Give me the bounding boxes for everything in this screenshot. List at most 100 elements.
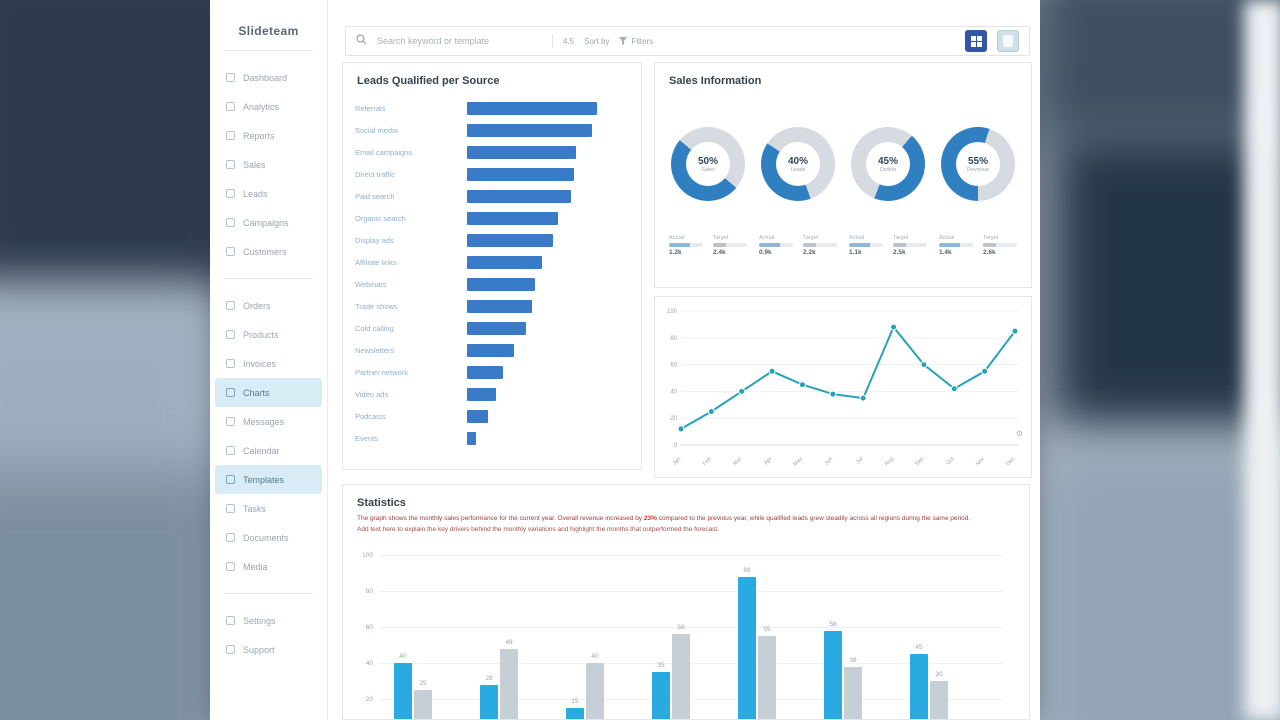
sidebar-item-reports[interactable]: Reports	[210, 121, 327, 150]
hbar-label: Email campaigns	[355, 147, 413, 157]
line-point	[890, 323, 898, 331]
donut-value: 55%	[967, 155, 988, 167]
menu-item-icon	[226, 102, 235, 111]
hbar-bar	[467, 145, 577, 159]
x-tick-label: Sep	[914, 456, 925, 467]
line-point	[768, 367, 776, 375]
donut-hole	[686, 142, 730, 186]
filters-label: Filters	[631, 36, 654, 46]
legend-item: Actual 1.2k	[669, 235, 703, 256]
sidebar-item-products[interactable]: Products	[210, 320, 327, 349]
toggle-knob	[1003, 35, 1013, 47]
x-tick-label: Jan	[672, 456, 683, 467]
donut-center: 45% Orders	[851, 127, 925, 201]
sidebar-item-calendar[interactable]: Calendar	[210, 436, 327, 465]
menu-item-icon	[226, 562, 235, 571]
sidebar-item-messages[interactable]: Messages	[210, 407, 327, 436]
sidebar-item-sales[interactable]: Sales	[210, 150, 327, 179]
chart-options-icon[interactable]: ⚙	[1015, 429, 1023, 438]
hbar-row: Direct traffic	[343, 163, 641, 185]
sidebar-item-leads[interactable]: Leads	[210, 179, 327, 208]
menu-item-icon	[226, 73, 235, 82]
hbar-bar	[467, 233, 553, 247]
hbar-bar	[467, 409, 488, 423]
view-toggle-button[interactable]	[997, 30, 1019, 52]
sidebar-item-settings[interactable]: Settings	[210, 606, 327, 635]
vbar-value-label: 40	[591, 653, 599, 660]
donut-hole	[956, 142, 1000, 186]
line-point	[1011, 327, 1019, 335]
sidebar-item-label: Campaigns	[243, 217, 289, 228]
sidebar-item-label: Reports	[243, 130, 275, 141]
sidebar-item-documents[interactable]: Documents	[210, 523, 327, 552]
legend-value: 2.6k	[983, 249, 996, 256]
hbar-track	[467, 343, 597, 357]
stats-paragraph: The graph shows the monthly sales perfor…	[357, 515, 971, 522]
donut-hole	[776, 142, 820, 186]
vbar-bar-actual	[480, 684, 498, 719]
sidebar-item-media[interactable]: Media	[210, 552, 327, 581]
donut-legend: Actual 0.9k Target 2.2k	[759, 235, 837, 256]
sidebar-item-label: Media	[243, 561, 268, 572]
sidebar-item-invoices[interactable]: Invoices	[210, 349, 327, 378]
sidebar-item-analytics[interactable]: Analytics	[210, 92, 327, 121]
sidebar-item-label: Templates	[243, 474, 285, 485]
sidebar-item-label: Support	[243, 644, 275, 655]
line-point	[920, 361, 928, 369]
sidebar-item-orders[interactable]: Orders	[210, 291, 327, 320]
hbar-label: Cold calling	[355, 323, 394, 333]
sidebar-item-charts[interactable]: Charts	[215, 378, 322, 407]
apps-button[interactable]	[965, 30, 987, 52]
sidebar-item-support[interactable]: Support	[210, 635, 327, 664]
sidebar-item-label: Tasks	[243, 503, 267, 514]
legend-item: Target 2.6k	[983, 235, 1017, 256]
sidebar-item-templates[interactable]: Templates	[215, 465, 322, 494]
sidebar-item-tasks[interactable]: Tasks	[210, 494, 327, 523]
sidebar-item-customers[interactable]: Customers	[210, 237, 327, 266]
stats-panel: Statistics The graph shows the monthly s…	[342, 484, 1030, 720]
hbar-label: Webinars	[355, 279, 387, 289]
hbar-row: Events	[343, 427, 641, 449]
vbar-value-label: 55	[763, 626, 771, 633]
sidebar-item-label: Settings	[243, 615, 276, 626]
gridline	[379, 555, 1003, 556]
background-blur	[1244, 0, 1280, 720]
donut-legend: Actual 1.4k Target 2.6k	[939, 235, 1017, 256]
vbar-bar-target	[758, 636, 776, 719]
line-point	[707, 408, 715, 415]
sidebar-item-label: Documents	[243, 532, 289, 543]
sidebar-divider	[224, 278, 313, 279]
legend-label: Actual	[669, 235, 685, 241]
vbar-bar-target	[414, 690, 432, 719]
sidebar-nav: Dashboard Analytics Reports Sales Leads Campa…	[210, 63, 327, 664]
svg-text:60: 60	[670, 363, 677, 369]
stats-highlight: 23%	[643, 515, 657, 522]
search-input[interactable]	[377, 36, 542, 46]
hbar-track	[467, 101, 597, 115]
hbar-bar	[467, 387, 496, 401]
stats-paragraph-2: Add text here to explain the key drivers…	[357, 525, 720, 533]
y-tick-label: 20	[365, 696, 373, 703]
hbar-track	[467, 277, 597, 291]
sidebar-item-label: Charts	[243, 387, 270, 398]
hbar-track	[467, 321, 597, 335]
donut-legend: Actual 1.2k Target 2.4k	[669, 235, 747, 256]
hbar-label: Social media	[355, 125, 398, 135]
sidebar-item-campaigns[interactable]: Campaigns	[210, 208, 327, 237]
legend-bar	[713, 243, 747, 247]
x-tick-label: Oct	[945, 456, 956, 467]
sidebar-item-dashboard[interactable]: Dashboard	[210, 63, 327, 92]
hbar-track	[467, 409, 597, 423]
gridline	[379, 627, 1003, 628]
hbar-track	[467, 145, 597, 159]
filters-button[interactable]: Filters	[619, 37, 653, 46]
sidebar-item-label: Dashboard	[243, 72, 288, 83]
sort-by-button[interactable]: Sort by	[584, 36, 610, 46]
hbar-row: Affiliate links	[343, 251, 641, 273]
hbar-track	[467, 431, 597, 445]
donut-ring: 55% Revenue	[941, 127, 1015, 201]
grid-icon	[970, 35, 982, 47]
hbar-label: Video ads	[355, 389, 389, 399]
menu-item-icon	[226, 247, 235, 256]
x-tick-label: Jul	[855, 456, 864, 465]
